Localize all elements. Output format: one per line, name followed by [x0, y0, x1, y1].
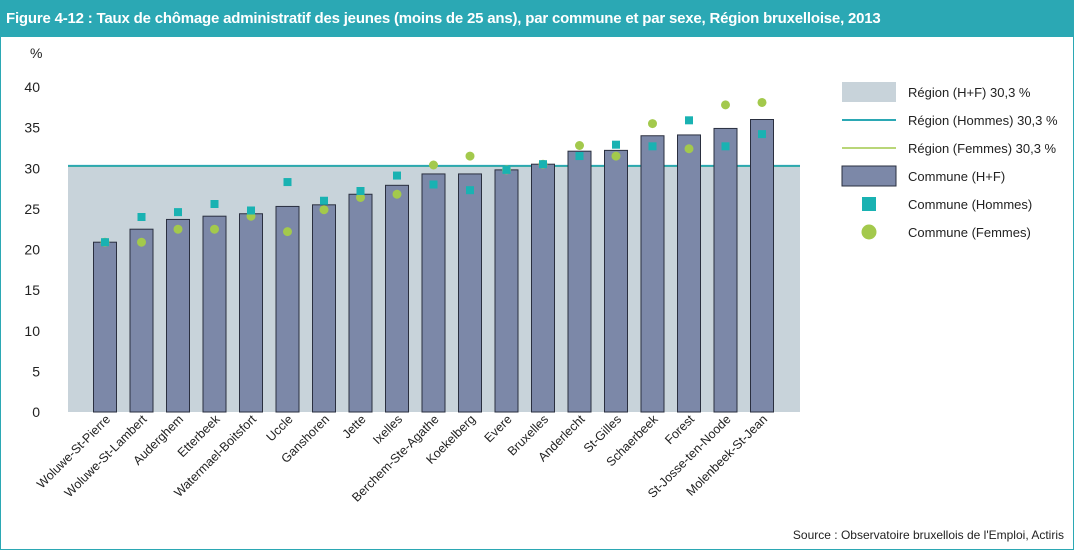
legend-label: Commune (H+F) — [908, 169, 1005, 184]
femmes-marker — [684, 144, 694, 154]
hommes-marker — [648, 142, 657, 151]
x-tick-label: Evere — [482, 412, 515, 445]
y-tick-label: 5 — [32, 363, 40, 379]
y-tick-label: 10 — [24, 323, 40, 339]
hommes-marker — [101, 238, 109, 247]
bar — [677, 134, 701, 413]
femmes-marker — [319, 205, 329, 215]
bar — [421, 173, 446, 413]
y-tick-label: 20 — [24, 242, 40, 258]
hommes-marker — [137, 213, 146, 221]
y-tick-label: 15 — [24, 282, 40, 298]
bar — [531, 163, 555, 413]
legend-swatch-square — [862, 197, 876, 211]
source-note: Source : Observatoire bruxellois de l'Em… — [792, 528, 1064, 542]
y-tick-label: 30 — [24, 160, 40, 176]
legend-label: Région (H+F) 30,3 % — [908, 85, 1031, 100]
x-tick-label: Forest — [662, 412, 697, 447]
legend-label: Région (Hommes) 30,3 % — [908, 113, 1058, 128]
femmes-marker — [721, 100, 730, 110]
bar — [166, 218, 190, 413]
bar — [275, 205, 300, 413]
femmes-marker — [757, 97, 767, 107]
bar — [239, 213, 263, 413]
hommes-marker — [758, 130, 766, 139]
femmes-marker — [648, 119, 657, 129]
femmes-marker — [392, 189, 402, 199]
legend-swatch-circle — [861, 224, 877, 240]
hommes-marker — [356, 187, 365, 195]
hommes-marker — [283, 178, 292, 187]
bar — [494, 169, 519, 413]
legend-swatch-area — [842, 82, 896, 102]
bar — [640, 135, 665, 413]
bar — [713, 127, 738, 413]
bar — [202, 215, 227, 413]
hommes-marker — [429, 180, 438, 189]
y-tick-label: 40 — [24, 79, 40, 95]
bar — [348, 193, 373, 413]
bar — [604, 149, 628, 413]
x-tick-label: Jette — [340, 412, 369, 441]
femmes-marker — [173, 224, 183, 234]
bar — [129, 228, 154, 413]
hommes-marker — [393, 171, 401, 180]
hommes-marker — [210, 200, 219, 208]
femmes-marker — [575, 141, 584, 150]
hommes-marker — [247, 206, 255, 215]
y-tick-label: 0 — [32, 404, 40, 420]
legend-swatch-bar — [841, 165, 897, 187]
femmes-marker — [137, 237, 146, 247]
legend-label: Commune (Femmes) — [908, 225, 1031, 240]
x-tick-label: Uccle — [264, 412, 296, 444]
femmes-marker — [465, 151, 475, 161]
femmes-marker — [356, 193, 365, 202]
hommes-marker — [320, 196, 328, 205]
hommes-marker — [685, 116, 693, 125]
y-axis-label: % — [30, 45, 42, 61]
hommes-marker — [539, 160, 547, 169]
bar — [458, 173, 482, 413]
hommes-marker — [721, 142, 730, 151]
figure-header: Figure 4-12 : Taux de chômage administra… — [0, 0, 1074, 37]
hommes-marker — [174, 208, 182, 217]
femmes-marker — [611, 151, 621, 161]
y-tick-label: 25 — [24, 201, 40, 217]
hommes-marker — [612, 140, 620, 149]
y-tick-label: 35 — [24, 120, 40, 136]
femmes-marker — [210, 224, 219, 234]
hommes-marker — [466, 186, 474, 195]
legend-label: Commune (Hommes) — [908, 197, 1032, 212]
bar — [312, 204, 336, 413]
x-tick-label: Ixelles — [370, 412, 405, 447]
bar — [385, 184, 409, 413]
bar — [567, 150, 592, 413]
figure-title: Figure 4-12 : Taux de chômage administra… — [6, 10, 881, 27]
hommes-marker — [575, 152, 584, 161]
hommes-marker — [502, 165, 511, 174]
bar — [93, 241, 117, 413]
femmes-marker — [429, 160, 438, 170]
legend-label: Région (Femmes) 30,3 % — [908, 141, 1057, 156]
femmes-marker — [283, 227, 292, 237]
bar — [750, 119, 774, 413]
